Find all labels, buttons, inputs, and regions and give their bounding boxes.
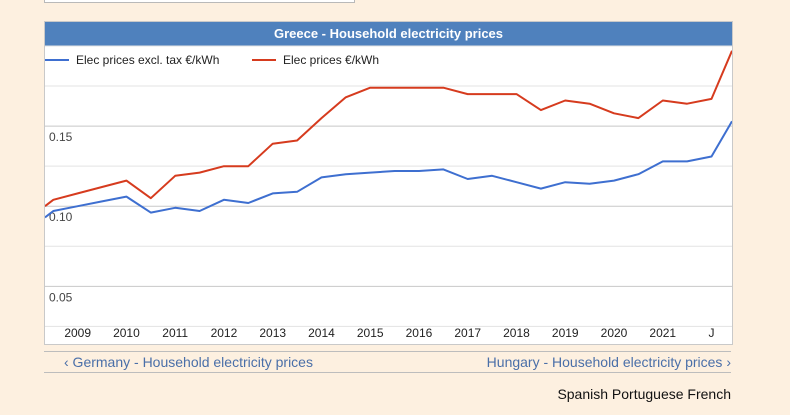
x-tick-label: 2012 [211,326,238,340]
x-tick-label: 2018 [503,326,530,340]
x-tick-label: 2020 [601,326,628,340]
x-tick-label: 2014 [308,326,335,340]
x-tick-label: 2019 [552,326,579,340]
x-tick-label: 2016 [406,326,433,340]
legend-label: Elec prices excl. tax €/kWh [76,53,219,67]
x-tick-label: 2015 [357,326,384,340]
y-tick-label: 0.10 [49,210,73,224]
chart-navigation: ‹ Germany - Household electricity prices… [44,351,731,373]
x-tick-label: 2010 [113,326,140,340]
x-tick-label: 2011 [162,326,188,340]
y-tick-label: 0.05 [49,290,73,304]
x-tick-label: 2017 [454,326,481,340]
y-tick-label: 0.15 [49,130,73,144]
language-link-portuguese[interactable]: Portuguese [611,386,684,402]
x-tick-label: 2013 [259,326,286,340]
series-line-1 [45,50,732,207]
language-link-french[interactable]: French [687,386,731,402]
x-tick-label: 2009 [64,326,91,340]
previous-chart-link[interactable]: ‹ Germany - Household electricity prices [64,354,313,370]
chart-panel: Greece - Household electricity prices 0.… [44,21,733,345]
x-tick-label: J [709,326,715,340]
language-link-spanish[interactable]: Spanish [557,386,609,402]
series-line-0 [45,120,732,219]
top-box [44,0,355,3]
line-chart: 0.05 0.10 0.15 2009 2010 2011 2012 2013 2014 201… [45,45,732,340]
next-chart-link[interactable]: Hungary - Household electricity prices › [486,354,731,370]
legend-label: Elec prices €/kWh [283,53,379,67]
chart-title: Greece - Household electricity prices [45,22,732,46]
x-tick-label: 2021 [649,326,676,340]
language-links: Spanish Portuguese French [557,386,731,402]
